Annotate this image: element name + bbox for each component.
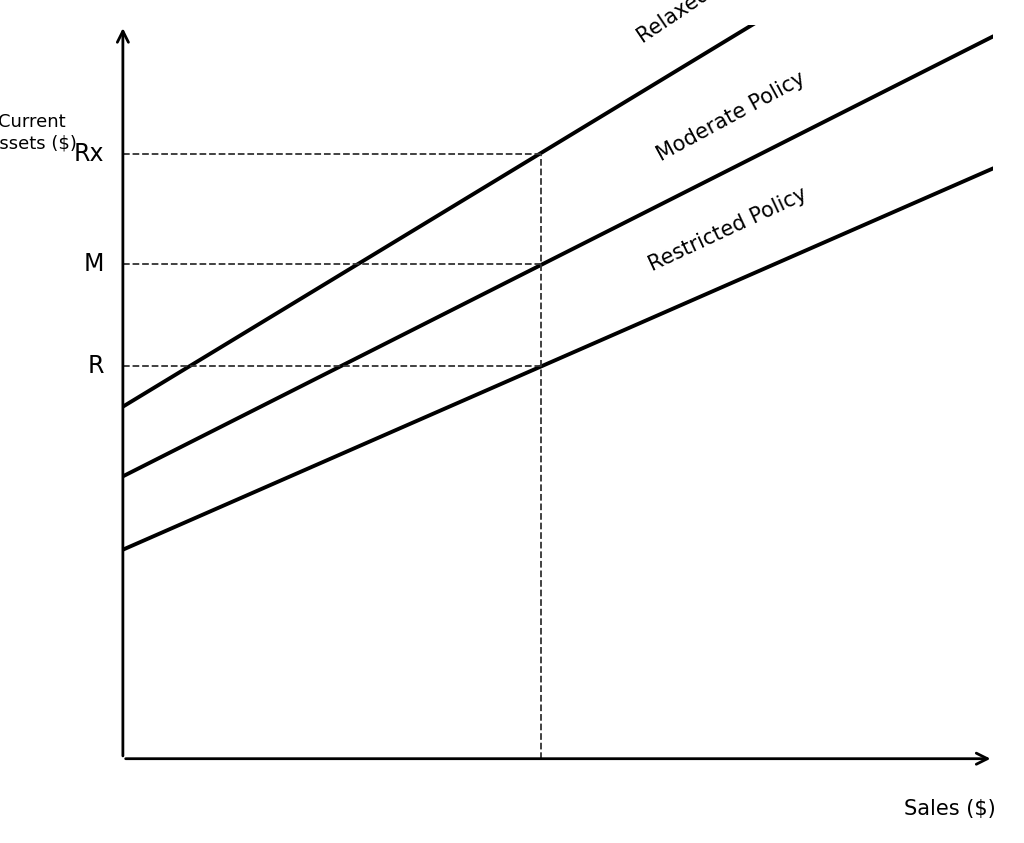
- Text: Relaxed Policy: Relaxed Policy: [634, 0, 769, 47]
- Text: Moderate Policy: Moderate Policy: [653, 68, 808, 164]
- Text: R: R: [87, 354, 103, 379]
- Text: Current
Assets ($): Current Assets ($): [0, 113, 77, 152]
- Text: Sales ($): Sales ($): [904, 799, 995, 819]
- Text: Restricted Policy: Restricted Policy: [645, 184, 810, 275]
- Text: M: M: [83, 252, 103, 276]
- Text: Rx: Rx: [74, 142, 103, 165]
